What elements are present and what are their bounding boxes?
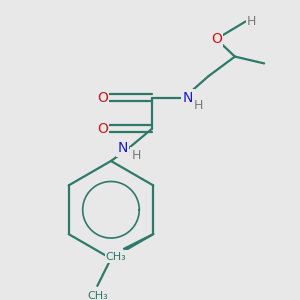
Text: O: O: [211, 32, 222, 46]
Text: O: O: [97, 91, 108, 105]
Text: CH₃: CH₃: [87, 291, 108, 300]
Text: H: H: [194, 99, 203, 112]
Text: H: H: [247, 15, 256, 28]
Text: N: N: [183, 91, 193, 105]
Text: CH₃: CH₃: [106, 252, 127, 262]
Text: O: O: [97, 122, 108, 136]
Text: H: H: [132, 148, 141, 162]
Text: N: N: [118, 141, 128, 155]
